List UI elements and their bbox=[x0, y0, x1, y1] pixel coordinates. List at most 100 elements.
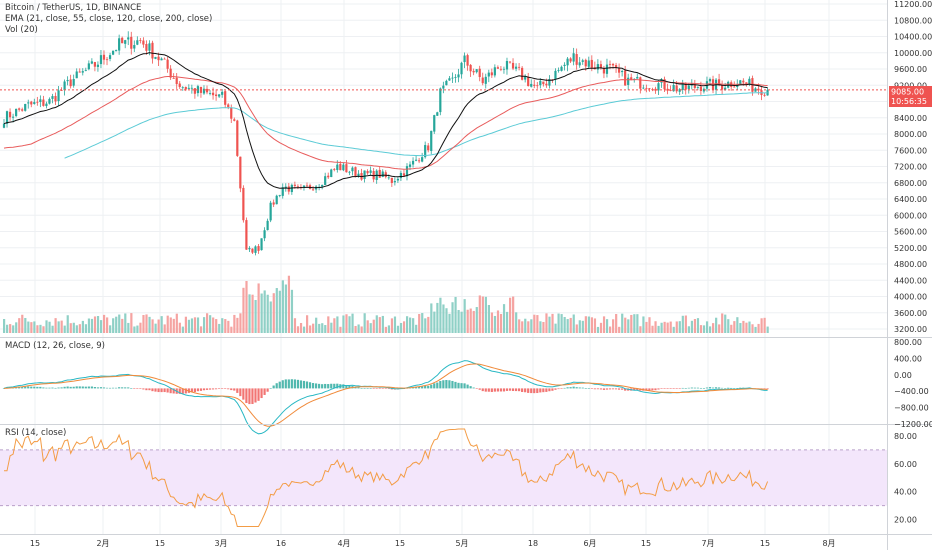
volume-bar bbox=[257, 283, 260, 333]
macd-bar bbox=[318, 383, 321, 389]
macd-bar bbox=[418, 386, 421, 389]
volume-bar bbox=[112, 318, 115, 333]
candle-body bbox=[405, 166, 409, 177]
candle-body bbox=[505, 60, 509, 70]
candle-body bbox=[754, 88, 757, 92]
volume-bar bbox=[275, 288, 278, 333]
rsi-panel[interactable] bbox=[0, 428, 887, 527]
macd-panel[interactable] bbox=[2, 360, 769, 435]
volume-bar bbox=[515, 312, 518, 333]
candle-body bbox=[2, 123, 6, 128]
candle-body bbox=[181, 87, 184, 89]
macd-bar bbox=[451, 380, 454, 389]
macd-bar bbox=[121, 387, 124, 389]
volume-bar bbox=[484, 296, 487, 333]
candle-body bbox=[699, 86, 702, 91]
rsi-axis[interactable]: 80.00 60.00 40.00 20.00 bbox=[894, 432, 917, 525]
macd-legend[interactable]: MACD (12, 26, close, 9) bbox=[5, 341, 105, 351]
volume-bar bbox=[499, 314, 503, 333]
volume-bar bbox=[378, 317, 381, 333]
candle-body bbox=[745, 82, 748, 85]
macd-bar bbox=[227, 388, 230, 390]
candle-body bbox=[611, 63, 615, 66]
macd-bar bbox=[81, 386, 84, 389]
candle-body bbox=[148, 43, 151, 51]
volume-bar bbox=[730, 324, 733, 333]
macd-bar bbox=[302, 380, 306, 389]
volume-bar bbox=[306, 315, 309, 333]
candle-body bbox=[511, 62, 515, 69]
volume-bar bbox=[466, 309, 469, 333]
candle-body bbox=[342, 164, 345, 171]
volume-bar bbox=[390, 318, 394, 333]
candle-body bbox=[215, 94, 218, 97]
rsi-legend[interactable]: RSI (14, close) bbox=[5, 428, 67, 438]
candle-body bbox=[339, 163, 342, 171]
candle-body bbox=[675, 85, 678, 92]
macd-bar bbox=[727, 387, 730, 389]
candle-body bbox=[605, 64, 609, 74]
candle-body bbox=[327, 175, 330, 178]
candle-body bbox=[575, 54, 578, 65]
price-axis[interactable]: 11200.00 10800.00 10400.00 10000.00 9600.00 9… bbox=[894, 0, 932, 334]
candle-body bbox=[733, 86, 736, 88]
price-tick-label: 9600.00 bbox=[894, 65, 927, 74]
macd-bar bbox=[236, 388, 239, 393]
candle-body bbox=[663, 79, 666, 90]
macd-bar bbox=[430, 384, 433, 389]
candle-body bbox=[687, 85, 690, 90]
ema-legend[interactable]: EMA (21, close, 55, close, 120, close, 2… bbox=[5, 14, 213, 24]
macd-axis[interactable]: 800.00 400.00 0.00 −400.00 −800.00 −1200.00 bbox=[894, 338, 932, 429]
macd-bar bbox=[205, 388, 209, 390]
macd-bar bbox=[766, 388, 769, 390]
volume-bar bbox=[760, 318, 763, 333]
candle-body bbox=[284, 186, 287, 188]
symbol-title[interactable]: Bitcoin / TetherUS, 1D, BINANCE bbox=[5, 3, 142, 13]
candle-body bbox=[348, 171, 351, 173]
candle-body bbox=[257, 246, 260, 251]
time-axis[interactable]: 15 2月 15 3月 16 4月 15 5月 18 6月 15 7月 15 8月 bbox=[30, 539, 836, 548]
volume-bar bbox=[366, 320, 369, 333]
volume-bar bbox=[248, 294, 251, 333]
volume-bar bbox=[251, 294, 254, 333]
macd-bar bbox=[584, 388, 587, 389]
macd-bar bbox=[505, 388, 509, 391]
macd-bar bbox=[293, 379, 296, 389]
volume-bar bbox=[227, 320, 230, 333]
volume-bar bbox=[639, 326, 642, 333]
price-tick-label: 10800.00 bbox=[894, 16, 932, 25]
candle-body bbox=[721, 85, 724, 90]
volume-bar bbox=[360, 326, 363, 333]
candle-body bbox=[202, 88, 206, 94]
macd-bar bbox=[324, 383, 327, 389]
candle-body bbox=[357, 173, 360, 177]
candle-body bbox=[724, 87, 727, 90]
volume-bar bbox=[678, 321, 681, 333]
volume-legend[interactable]: Vol (20) bbox=[5, 25, 38, 35]
macd-bar bbox=[730, 387, 733, 389]
candle-body bbox=[578, 62, 581, 66]
macd-bar bbox=[308, 382, 312, 389]
macd-bar bbox=[145, 388, 148, 391]
price-tick-label: 3600.00 bbox=[894, 309, 927, 318]
legend: Bitcoin / TetherUS, 1D, BINANCE EMA (21,… bbox=[5, 3, 212, 36]
rsi-tick-label: 40.00 bbox=[894, 488, 917, 497]
macd-bar bbox=[614, 388, 618, 390]
macd-bar bbox=[211, 388, 215, 390]
macd-bar bbox=[363, 388, 366, 389]
macd-bar bbox=[151, 388, 154, 392]
macd-bar bbox=[375, 388, 378, 389]
volume-bar bbox=[708, 326, 712, 333]
price-panel[interactable] bbox=[0, 31, 887, 333]
macd-bar bbox=[733, 388, 736, 389]
candle-body bbox=[384, 172, 387, 178]
candle-body bbox=[451, 77, 454, 79]
candle-body bbox=[145, 44, 148, 51]
rsi-band bbox=[0, 449, 887, 506]
macd-bar bbox=[115, 387, 118, 389]
volume-bar bbox=[30, 322, 33, 333]
volume-bar bbox=[442, 304, 445, 333]
volume-bar bbox=[151, 319, 154, 333]
volume-bar bbox=[618, 326, 621, 333]
